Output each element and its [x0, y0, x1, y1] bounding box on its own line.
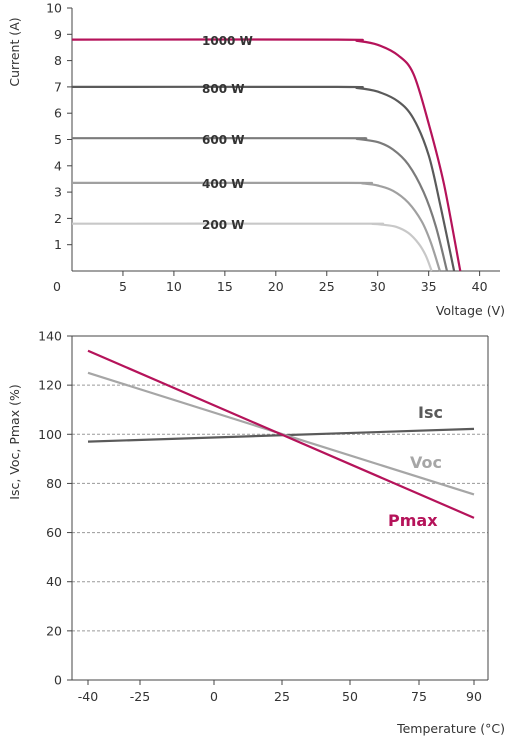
iv-x-tick-label: 25: [319, 279, 335, 294]
temp-y-tick-label: 60: [46, 525, 62, 540]
iv-y-tick-label: 6: [54, 106, 62, 121]
temp-x-tick-label: -25: [130, 689, 150, 704]
iv-y-tick-label: 5: [54, 132, 62, 147]
iv-chart: Current (A) 1 2 3 4 5 6 7 8 9 10 0 5 10 15 20 25 30 35 40…: [7, 1, 505, 319]
iv-x-tick-label: 20: [268, 279, 284, 294]
iv-y-axis-label: Current (A): [7, 17, 22, 86]
iv-curve-labels: 1000 W 800 W 600 W 400 W 200 W: [202, 34, 253, 232]
iv-y-tick-label: 4: [54, 158, 62, 173]
temp-x-tick-label: 0: [210, 689, 218, 704]
iv-curve-600w: [71, 137, 449, 272]
iv-x-ticks: 0 5 10 15 20 25 30 35 40: [53, 271, 488, 294]
iv-y-tick-label: 8: [54, 53, 62, 68]
temp-y-ticks: 0 20 40 60 80 100 120 140: [38, 329, 72, 688]
temp-x-tick-label: 25: [274, 689, 290, 704]
iv-x-tick-label: 40: [472, 279, 488, 294]
temp-lines: [87, 349, 475, 519]
temp-x-axis-label: Temperature (°C): [396, 721, 505, 736]
temp-x-ticks: -40 -25 0 25 50 75 90: [78, 680, 482, 704]
iv-curve-800w: [71, 85, 456, 272]
temp-y-tick-label: 40: [46, 574, 62, 589]
iv-y-tick-label: 1: [54, 237, 62, 252]
temp-x-tick-label: 90: [466, 689, 482, 704]
iv-x-tick-label: 0: [53, 279, 61, 294]
iv-x-tick-label: 10: [166, 279, 182, 294]
iv-y-tick-label: 3: [54, 185, 62, 200]
iv-x-tick-label: 5: [119, 279, 127, 294]
temp-chart: Isc, Voc, Pmax (%) 0 20 40 60 80 100 120 140 -4…: [7, 329, 505, 737]
temp-x-tick-label: 50: [342, 689, 358, 704]
iv-curve-400w: [71, 181, 441, 272]
curve-label-1000w: 1000 W: [202, 34, 253, 48]
temp-y-tick-label: 140: [38, 329, 62, 344]
iv-x-tick-label: 15: [217, 279, 233, 294]
temp-x-tick-label: -40: [78, 689, 98, 704]
iv-x-axis-label: Voltage (V): [436, 303, 505, 318]
iv-x-tick-label: 30: [370, 279, 386, 294]
curve-label-800w: 800 W: [202, 82, 244, 96]
iv-y-tick-label: 10: [46, 1, 62, 16]
curve-label-600w: 600 W: [202, 133, 244, 147]
curve-label-200w: 200 W: [202, 218, 244, 232]
iv-curve-1000w: [71, 38, 462, 272]
temp-y-tick-label: 20: [46, 623, 62, 638]
temp-line-pmax: [87, 349, 475, 519]
iv-y-ticks: 1 2 3 4 5 6 7 8 9 10: [46, 1, 72, 252]
temp-y-tick-label: 120: [38, 378, 62, 393]
iv-y-tick-label: 7: [54, 79, 62, 94]
iv-curves: [71, 38, 462, 272]
curve-label-400w: 400 W: [202, 177, 244, 191]
iv-curve-200w: [71, 222, 433, 272]
series-label-isc: Isc: [418, 403, 443, 422]
iv-x-tick-label: 35: [421, 279, 437, 294]
temp-y-axis-label: Isc, Voc, Pmax (%): [7, 384, 22, 499]
series-label-pmax: Pmax: [388, 511, 438, 530]
iv-y-tick-label: 2: [54, 211, 62, 226]
temp-gridlines: [72, 384, 488, 632]
series-label-voc: Voc: [410, 453, 442, 472]
temp-y-tick-label: 100: [38, 427, 62, 442]
temp-y-tick-label: 80: [46, 476, 62, 491]
temp-y-tick-label: 0: [54, 673, 62, 688]
temp-x-tick-label: 75: [411, 689, 427, 704]
iv-y-tick-label: 9: [54, 27, 62, 42]
